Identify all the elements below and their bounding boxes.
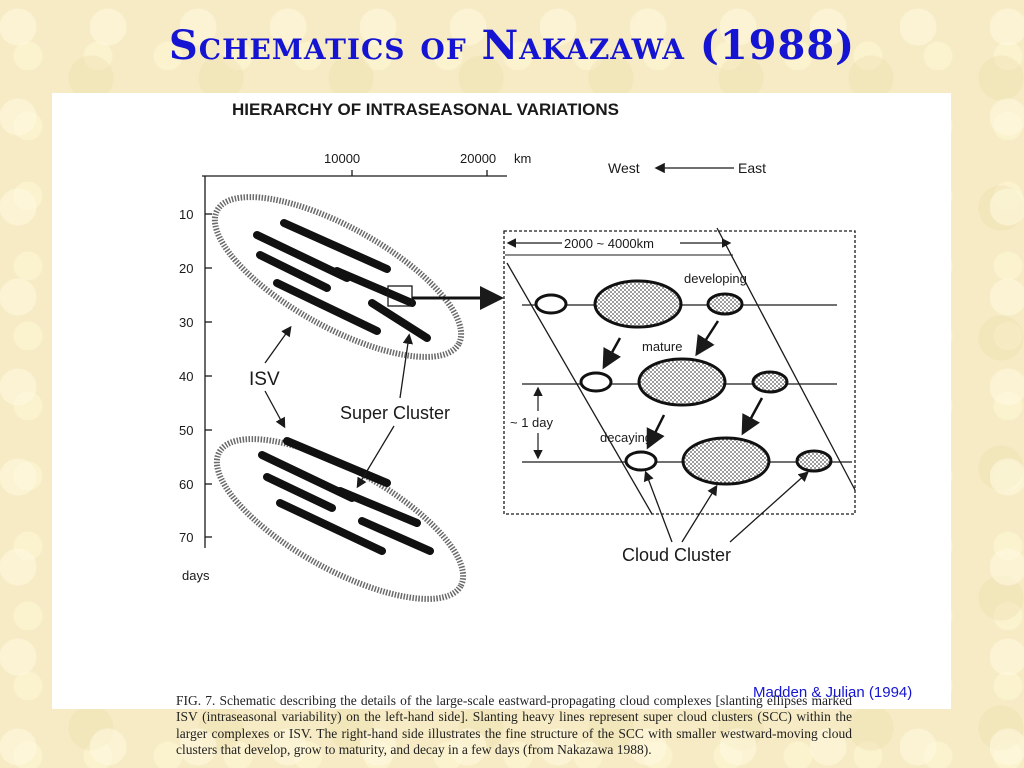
- cloud-cluster-pointer: [729, 471, 809, 543]
- propagation-edge-right: [716, 227, 856, 491]
- y-tick-label: 60: [179, 477, 193, 492]
- figure-heading: HIERARCHY OF INTRASEASONAL VARIATIONS: [232, 100, 619, 119]
- zoom-box: [387, 285, 413, 307]
- super-cluster-line: [333, 267, 416, 307]
- cloud-cluster: [534, 293, 568, 315]
- super-cluster-line: [358, 517, 434, 555]
- lifecycle-arrow: [695, 320, 720, 357]
- super-cluster-line: [280, 219, 391, 273]
- x-axis-unit: km: [514, 151, 531, 166]
- isv-label: ISV: [249, 369, 280, 390]
- cloud-cluster-mature: [681, 436, 771, 486]
- super-cluster-line: [256, 251, 331, 292]
- super-cluster-lines-upper: [253, 219, 431, 342]
- cloud-cluster-pointer: [643, 470, 673, 543]
- x-tick-label: 20000: [460, 151, 496, 166]
- figure-caption: FIG. 7. Schematic describing the details…: [176, 693, 852, 757]
- y-tick-label: 10: [179, 207, 193, 222]
- super-cluster-line: [276, 499, 386, 555]
- cloud-cluster: [751, 370, 789, 394]
- y-tick-label: 20: [179, 261, 193, 276]
- x-tick-label: 10000: [324, 151, 360, 166]
- super-cluster-line: [283, 437, 391, 487]
- cloud-cluster-label: Cloud Cluster: [622, 545, 731, 565]
- super-cluster-pointer-down: [356, 425, 395, 489]
- y-axis-unit: days: [182, 568, 210, 583]
- super-cluster-label: Super Cluster: [340, 403, 450, 423]
- cloud-cluster: [795, 449, 833, 473]
- lifecycle-arrow: [602, 337, 622, 370]
- super-cluster-line: [273, 279, 381, 335]
- isv-pointer-up: [264, 325, 292, 364]
- decaying-label: decaying: [600, 430, 652, 445]
- super-cluster-line: [253, 231, 351, 282]
- cloud-cluster-mature: [637, 357, 727, 407]
- lifecycle-arrow: [741, 397, 764, 436]
- cloud-cluster-mature: [593, 279, 683, 329]
- cloud-cluster: [624, 450, 658, 472]
- super-cluster-line: [336, 487, 421, 527]
- east-label: East: [738, 160, 766, 176]
- isv-ellipse-lower: [213, 436, 467, 602]
- y-tick-label: 40: [179, 369, 193, 384]
- west-label: West: [608, 160, 640, 176]
- cloud-cluster: [579, 371, 613, 393]
- source-credit: Madden & Julian (1994): [753, 684, 913, 701]
- lifecycle-arrow: [646, 414, 666, 450]
- one-day-label: ~ 1 day: [510, 415, 554, 430]
- isv-ellipse-upper: [211, 194, 465, 360]
- isv-pointer-down: [264, 390, 286, 429]
- figure-panel: HIERARCHY OF INTRASEASONAL VARIATIONS 10…: [52, 93, 951, 757]
- detail-panel-frame: [503, 230, 856, 515]
- cloud-cluster: [706, 292, 744, 316]
- super-cluster-line: [368, 299, 431, 342]
- cloud-cluster-pointer: [681, 484, 718, 543]
- super-cluster-line: [263, 473, 336, 512]
- developing-label: developing: [684, 271, 747, 286]
- super-cluster-pointer-up: [399, 333, 414, 399]
- slide-title: Schematics of Nakazawa (1988): [168, 22, 856, 69]
- hierarchy-diagram: HIERARCHY OF INTRASEASONAL VARIATIONS 10…: [179, 100, 856, 602]
- mature-label: mature: [642, 339, 682, 354]
- super-cluster-lines-lower: [258, 437, 434, 555]
- scale-label: 2000 ~ 4000km: [564, 236, 654, 251]
- y-tick-label: 50: [179, 423, 193, 438]
- y-tick-label: 70: [179, 530, 193, 545]
- y-tick-label: 30: [179, 315, 193, 330]
